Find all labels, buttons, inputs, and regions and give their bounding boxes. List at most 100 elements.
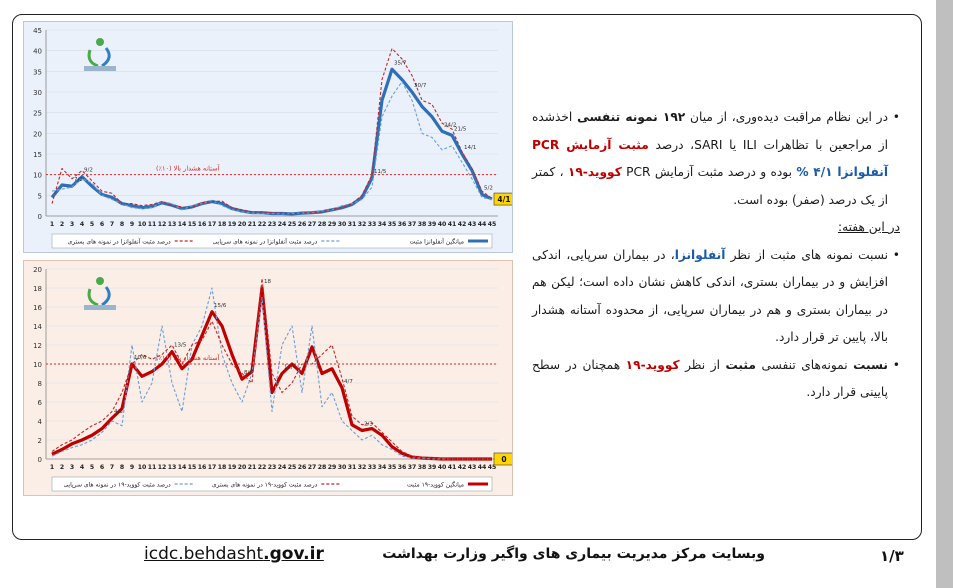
data-label: 4/3 [114, 409, 123, 415]
x-tick-label: 41 [448, 221, 457, 228]
x-tick-label: 42 [458, 221, 467, 228]
x-tick-label: 6 [100, 221, 104, 228]
data-label: 10/6 [134, 355, 147, 361]
y-tick-label: 15 [33, 151, 42, 159]
x-tick-label: 2 [60, 221, 64, 228]
y-tick-label: 10 [33, 361, 42, 369]
paragraph-surveillance: در این نظام مراقبت دیده‌وری، از میان ۱۹۲… [532, 104, 900, 214]
x-tick-label: 8 [120, 464, 124, 471]
x-tick-label: 10 [138, 221, 147, 228]
report-text: در این نظام مراقبت دیده‌وری، از میان ۱۹۲… [532, 104, 900, 407]
series-line-1 [51, 287, 492, 460]
data-label: 2/3 [364, 422, 373, 428]
x-tick-label: 13 [168, 464, 177, 471]
legend-label: میانگین آنفلوانزا مثبت [409, 237, 464, 246]
paragraph-covid: نسبت نمونه‌های تنفسی مثبت از نظر کووید-۱… [532, 352, 900, 407]
x-tick-label: 23 [268, 221, 277, 228]
x-tick-label: 30 [338, 221, 347, 228]
x-tick-label: 40 [438, 464, 447, 471]
data-label: 8/6 [244, 370, 253, 376]
x-tick-label: 28 [318, 221, 327, 228]
x-tick-label: 4 [80, 221, 85, 228]
site-title: وبسایت مرکز مدیریت بیماری های واگیر وزار… [382, 546, 765, 562]
x-tick-label: 39 [428, 464, 437, 471]
legend-label: درصد مثبت کووید-۱۹ در نمونه های سرپایی [63, 482, 171, 489]
x-tick-label: 13 [168, 221, 177, 228]
x-tick-label: 19 [228, 221, 237, 228]
x-tick-label: 3 [70, 464, 74, 471]
x-tick-label: 7 [110, 464, 114, 471]
side-strip [936, 0, 953, 588]
x-tick-label: 21 [248, 221, 257, 228]
this-week-heading: در این هفته: [837, 220, 900, 234]
x-tick-label: 32 [358, 221, 367, 228]
x-tick-label: 11 [148, 464, 157, 471]
end-badge-label: 0 [501, 455, 506, 464]
y-tick-label: 4 [38, 418, 43, 426]
y-tick-label: 14 [33, 323, 42, 331]
logo-icon-leaf [87, 49, 99, 68]
paragraph-influenza: نسبت نمونه های مثبت از نظر آنفلوانزا، در… [532, 242, 900, 352]
content-frame [12, 14, 922, 540]
x-tick-label: 34 [378, 464, 387, 471]
x-tick-label: 35 [388, 464, 397, 471]
y-tick-label: 16 [33, 304, 42, 312]
y-tick-label: 18 [33, 285, 42, 293]
end-badge [493, 192, 512, 206]
x-tick-label: 32 [358, 464, 367, 471]
x-tick-label: 11 [148, 221, 157, 228]
logo-caption [84, 66, 116, 71]
data-label: 21/5 [454, 126, 467, 132]
x-tick-label: 5 [90, 221, 94, 228]
logo-icon-arc [101, 47, 111, 68]
site-url-link[interactable]: icdc.behdasht.gov.ir [144, 544, 324, 564]
logo-icon [96, 277, 104, 285]
page-number: ۱/۳ [880, 547, 904, 565]
data-label: 11/5 [374, 169, 387, 175]
data-label: 4/7 [344, 379, 353, 385]
x-tick-label: 22 [258, 221, 267, 228]
data-label: 9/2 [84, 168, 93, 174]
y-tick-label: 6 [38, 399, 43, 407]
x-tick-label: 33 [368, 464, 377, 471]
y-tick-label: 10 [33, 172, 42, 180]
y-tick-label: 0 [38, 456, 42, 464]
x-tick-label: 29 [328, 464, 337, 471]
x-tick-label: 15 [188, 221, 197, 228]
y-tick-label: 0 [38, 213, 42, 221]
x-tick-label: 14 [178, 221, 187, 228]
x-tick-label: 27 [308, 221, 317, 228]
x-tick-label: 1 [50, 221, 54, 228]
x-tick-label: 25 [288, 221, 297, 228]
x-tick-label: 5 [90, 464, 94, 471]
data-label: 30/7 [414, 83, 427, 89]
y-tick-label: 25 [33, 110, 42, 118]
y-tick-label: 20 [33, 266, 42, 274]
x-tick-label: 42 [458, 464, 467, 471]
x-tick-label: 25 [288, 464, 297, 471]
logo-icon [96, 38, 104, 46]
y-tick-label: 20 [33, 130, 42, 138]
y-tick-label: 30 [33, 89, 42, 97]
data-label: 24/2 [444, 122, 456, 128]
x-tick-label: 16 [198, 464, 207, 471]
y-tick-label: 12 [33, 342, 42, 350]
data-label: 18 [264, 279, 271, 285]
x-tick-label: 23 [268, 464, 277, 471]
x-tick-label: 39 [428, 221, 437, 228]
logo-caption [84, 305, 116, 310]
x-tick-label: 6 [100, 464, 104, 471]
x-tick-label: 38 [418, 464, 427, 471]
legend-label: میانگین کووید-۱۹ مثبت [407, 481, 464, 489]
x-tick-label: 9 [130, 464, 134, 471]
logo-icon-arc [101, 286, 111, 307]
data-label: 35/7 [394, 60, 407, 66]
x-tick-label: 9 [130, 221, 134, 228]
x-tick-label: 18 [218, 464, 227, 471]
page-footer: icdc.behdasht.gov.ir وبسایت مرکز مدیریت … [0, 544, 953, 574]
x-tick-label: 43 [468, 464, 477, 471]
x-tick-label: 41 [448, 464, 457, 471]
x-tick-label: 38 [418, 221, 427, 228]
